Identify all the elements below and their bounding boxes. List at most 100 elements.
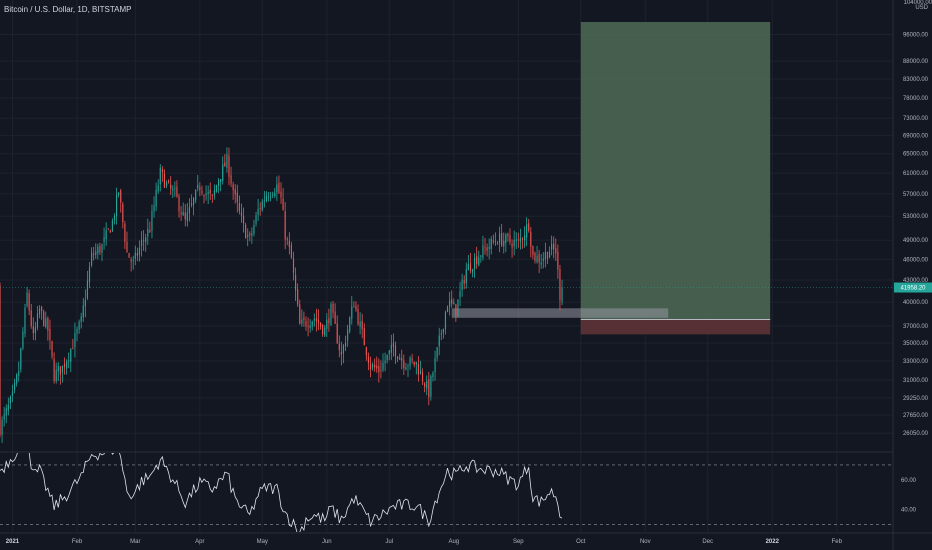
candle-body — [43, 311, 45, 326]
candle-body — [559, 269, 561, 301]
candle-body — [201, 190, 203, 194]
time-axis-label: 2021 — [6, 539, 20, 545]
time-axis-label: Aug — [448, 539, 459, 545]
candle-body — [511, 243, 513, 248]
candle-body — [263, 200, 265, 202]
rsi-axis[interactable]: 60.00 40.00 — [901, 478, 917, 514]
rsi-tick-label: 60.00 — [901, 478, 917, 484]
candle-body — [211, 194, 213, 196]
time-axis-label: May — [257, 539, 268, 545]
chart-title: Bitcoin / U.S. Dollar, 1D, BITSTAMP — [4, 5, 132, 14]
candle-body — [74, 332, 76, 348]
candle-body — [430, 376, 432, 397]
price-tick-label: 83000.00 — [903, 77, 929, 83]
candle-body — [484, 247, 486, 249]
candle-body — [174, 187, 176, 189]
candle-body — [72, 348, 74, 350]
candle-body — [397, 356, 399, 359]
candle-body — [111, 220, 113, 231]
candle-body — [115, 194, 118, 217]
price-axis-top-label: 104000.00 — [903, 0, 932, 6]
candle-body — [172, 188, 174, 191]
candle-body — [22, 331, 24, 349]
candle-body — [124, 223, 126, 242]
candle-body — [138, 247, 141, 255]
candle-body — [426, 380, 428, 389]
candle-body — [438, 335, 440, 347]
rsi-tick-label: 40.00 — [901, 508, 917, 514]
time-axis-label: Feb — [832, 539, 843, 545]
candle-body — [384, 360, 386, 364]
price-axis[interactable]: 96000.00 88000.00 83000.00 78000.00 73000.00… — [892, 0, 929, 550]
candle-body — [480, 255, 482, 257]
candle-body — [66, 361, 68, 369]
candle-body — [424, 383, 426, 387]
candle-body — [344, 342, 347, 347]
candle-body — [59, 366, 61, 375]
candle-body — [28, 293, 30, 311]
candle-body — [145, 237, 147, 243]
candle-body — [261, 201, 263, 211]
candles — [0, 147, 563, 443]
candle-body — [134, 252, 136, 259]
candle-body — [347, 329, 349, 341]
candle-body — [413, 361, 415, 365]
candle-body — [471, 269, 474, 273]
candle-body — [342, 345, 345, 354]
price-tick-label: 78000.00 — [903, 96, 929, 102]
candle-body — [280, 191, 282, 198]
candle-body — [536, 255, 538, 262]
candle-body — [378, 366, 380, 373]
candle-body — [270, 196, 272, 198]
time-axis[interactable]: 2021 Feb Mar Apr May Jun Jul Aug Sep Oct Nov Dec 202… — [0, 532, 932, 545]
candle-body — [409, 357, 411, 366]
candle-body — [490, 238, 492, 250]
price-tick-label: 46000.00 — [903, 257, 929, 263]
candle-body — [501, 233, 503, 246]
candle-body — [53, 358, 55, 382]
candle-body — [330, 303, 332, 326]
candle-body — [80, 316, 82, 322]
candle-body — [367, 356, 370, 364]
candle-body — [440, 333, 442, 335]
candle-body — [245, 224, 247, 239]
candle-body — [26, 292, 28, 307]
candle-body — [163, 173, 166, 188]
candle-body — [195, 190, 197, 201]
candle-body — [290, 245, 292, 259]
candle-body — [143, 240, 145, 241]
price-tick-label: 61000.00 — [903, 171, 929, 177]
time-axis-label: Oct — [576, 539, 586, 545]
candle-body — [286, 239, 288, 241]
candle-body — [357, 308, 359, 325]
candle-body — [305, 321, 307, 327]
candle-body — [105, 230, 107, 240]
candle-body — [126, 242, 128, 253]
price-tick-label: 33000.00 — [903, 359, 929, 365]
candle-body — [376, 365, 378, 369]
candle-body — [220, 179, 222, 183]
candle-body — [332, 303, 334, 313]
candle-body — [555, 248, 557, 254]
candle-body — [503, 240, 505, 247]
candle-body — [394, 345, 397, 357]
candle-body — [151, 211, 153, 231]
candle-body — [228, 155, 230, 177]
candle-body — [9, 396, 11, 404]
candle-body — [551, 243, 553, 250]
candle-body — [34, 327, 36, 334]
candle-body — [505, 234, 507, 243]
time-axis-label: 2022 — [766, 539, 780, 545]
last-price-badge-bg — [894, 282, 932, 293]
candle-body — [428, 379, 430, 398]
candle-body — [251, 233, 253, 236]
candle-body — [86, 280, 88, 299]
price-tick-label: 69000.00 — [903, 133, 929, 139]
candle-body — [288, 240, 290, 248]
candle-body — [18, 371, 20, 376]
candle-body — [530, 231, 532, 247]
price-axis-top: 104000.00 USD — [904, 0, 932, 11]
candle-body — [315, 318, 317, 322]
